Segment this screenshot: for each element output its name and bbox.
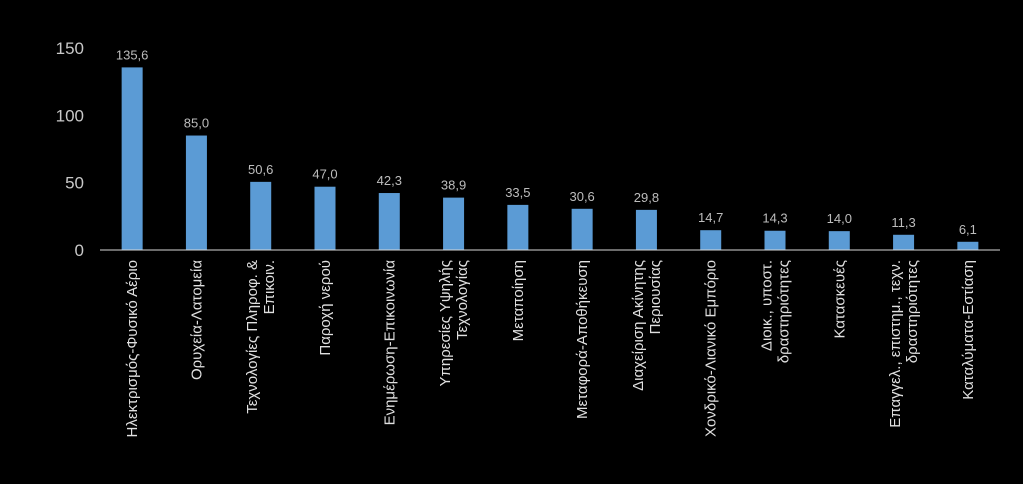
category-label: Υπηρεσίες ΥψηλήςΤεχνολογίας xyxy=(437,260,471,386)
category-label-line: Περιουσίας xyxy=(647,260,664,334)
y-tick-label: 150 xyxy=(56,39,84,58)
category-label-line: Ενημέρωση-Επικοινωνία xyxy=(381,260,398,426)
category-label: Τεχνολογίες Πληροφ. &Επικοιν. xyxy=(244,260,278,414)
data-labels: 135,6 85,0 50,6 47,0 42,3 38,9 33,5 30,6 29,8 14,… xyxy=(116,47,977,236)
category-label-line: Μεταποίηση xyxy=(510,260,527,341)
category-label: Επαγγελ., επιστημ., τεχν.δραστηριότητες xyxy=(887,260,921,428)
category-label-line: Μεταφορά-Αποθήκευση xyxy=(574,260,591,419)
data-label: 47,0 xyxy=(312,167,337,182)
category-label: Μεταφορά-Αποθήκευση xyxy=(574,260,591,419)
bar xyxy=(443,197,465,250)
category-label-line: δραστηριότητες xyxy=(776,260,793,363)
bar xyxy=(635,209,657,250)
y-tick-label: 100 xyxy=(56,106,84,125)
data-label: 30,6 xyxy=(569,189,594,204)
data-label: 33,5 xyxy=(505,185,530,200)
category-label: Ηλεκτρισμός-Φυσικό Αέριο xyxy=(124,260,141,437)
category-label-line: Τεχνολογίας xyxy=(454,260,471,340)
bars xyxy=(121,67,979,250)
category-label-line: Κατασκευές xyxy=(831,260,848,338)
bar xyxy=(185,135,207,250)
bar xyxy=(957,241,979,250)
category-label: Διαχείριση ΑκίνητηςΠεριουσίας xyxy=(630,260,664,391)
y-axis-ticks: 0 50 100 150 xyxy=(56,39,84,260)
data-label: 42,3 xyxy=(377,173,402,188)
category-label-line: Επαγγελ., επιστημ., τεχν. xyxy=(887,260,904,428)
category-label-line: Επικοιν. xyxy=(261,260,278,314)
data-label: 85,0 xyxy=(184,116,209,131)
data-label: 29,8 xyxy=(634,190,659,205)
category-label-line: Ορυχεία-Λατομεία xyxy=(188,260,205,380)
category-label: Ορυχεία-Λατομεία xyxy=(188,260,205,380)
category-label: Καταλύματα-Εστίαση xyxy=(960,260,977,400)
data-label: 50,6 xyxy=(248,162,273,177)
category-label-line: δραστηριότητες xyxy=(904,260,921,363)
category-labels: Ηλεκτρισμός-Φυσικό Αέριο Ορυχεία-Λατομεία… xyxy=(124,260,977,438)
bar xyxy=(828,231,850,250)
bar xyxy=(700,230,722,250)
category-label-line: Παροχή νερού xyxy=(317,260,334,356)
data-label: 38,9 xyxy=(441,178,466,193)
bar xyxy=(764,230,786,250)
data-label: 14,3 xyxy=(762,211,787,226)
bar xyxy=(571,208,593,250)
category-label: Ενημέρωση-Επικοινωνία xyxy=(381,260,398,426)
category-label-line: Υπηρεσίες Υψηλής xyxy=(437,260,454,386)
category-label: Παροχή νερού xyxy=(317,260,334,356)
category-label-line: Χονδρικό-Λιανικό Εμπόριο xyxy=(703,260,720,437)
category-label: Διοικ., υποστ.δραστηριότητες xyxy=(759,260,793,363)
data-label: 11,3 xyxy=(891,215,915,230)
y-tick-label: 0 xyxy=(75,241,84,260)
category-label-line: Ηλεκτρισμός-Φυσικό Αέριο xyxy=(124,260,141,437)
bar xyxy=(378,193,400,250)
category-label-line: Διοικ., υποστ. xyxy=(759,260,776,351)
category-label: Κατασκευές xyxy=(831,260,848,338)
y-tick-label: 50 xyxy=(65,174,84,193)
category-label: Μεταποίηση xyxy=(510,260,527,341)
bar xyxy=(893,234,915,250)
bar xyxy=(250,181,272,250)
category-label-line: Καταλύματα-Εστίαση xyxy=(960,260,977,400)
data-label: 14,7 xyxy=(698,210,723,225)
category-label-line: Τεχνολογίες Πληροφ. & xyxy=(244,260,261,414)
data-label: 6,1 xyxy=(959,222,977,237)
bar xyxy=(507,204,529,250)
data-label: 14,0 xyxy=(827,211,852,226)
bar xyxy=(314,186,336,250)
data-label: 135,6 xyxy=(116,47,149,62)
category-label: Χονδρικό-Λιανικό Εμπόριο xyxy=(703,260,720,437)
bar xyxy=(121,67,143,250)
category-label-line: Διαχείριση Ακίνητης xyxy=(630,260,647,391)
